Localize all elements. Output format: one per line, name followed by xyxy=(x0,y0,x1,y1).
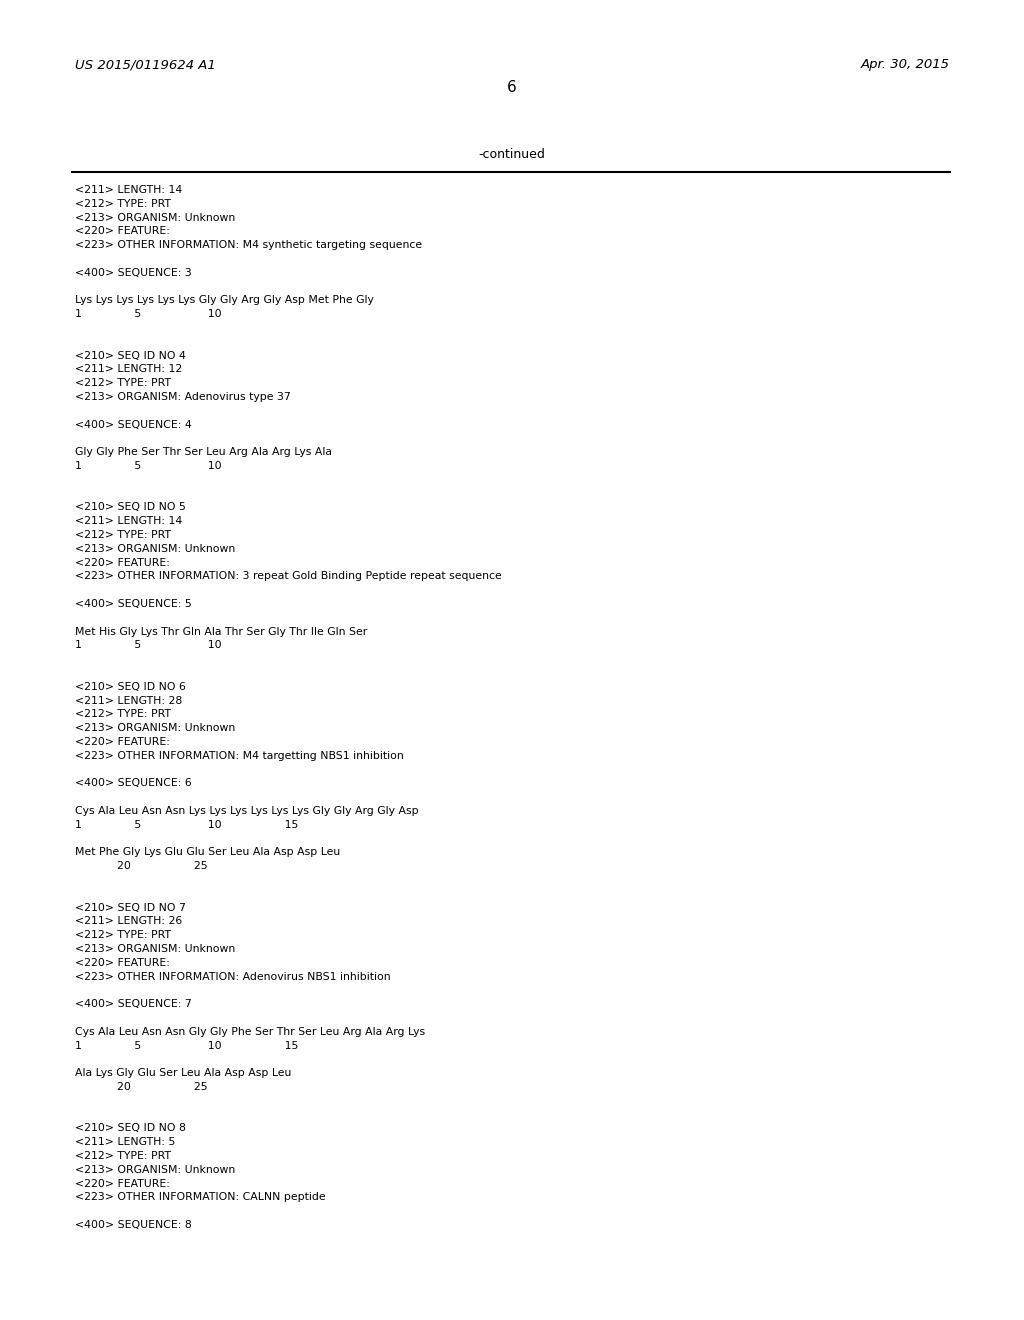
Text: <211> LENGTH: 14: <211> LENGTH: 14 xyxy=(75,185,182,195)
Text: <400> SEQUENCE: 7: <400> SEQUENCE: 7 xyxy=(75,999,191,1010)
Text: <400> SEQUENCE: 4: <400> SEQUENCE: 4 xyxy=(75,420,191,429)
Text: 1               5                   10                  15: 1 5 10 15 xyxy=(75,1040,298,1051)
Text: 20                  25: 20 25 xyxy=(75,861,208,871)
Text: <220> FEATURE:: <220> FEATURE: xyxy=(75,1179,170,1188)
Text: Apr. 30, 2015: Apr. 30, 2015 xyxy=(861,58,950,71)
Text: <223> OTHER INFORMATION: M4 targetting NBS1 inhibition: <223> OTHER INFORMATION: M4 targetting N… xyxy=(75,751,403,760)
Text: 1               5                   10                  15: 1 5 10 15 xyxy=(75,820,298,830)
Text: <210> SEQ ID NO 7: <210> SEQ ID NO 7 xyxy=(75,903,186,912)
Text: <400> SEQUENCE: 3: <400> SEQUENCE: 3 xyxy=(75,268,191,277)
Text: <212> TYPE: PRT: <212> TYPE: PRT xyxy=(75,199,171,209)
Text: <211> LENGTH: 28: <211> LENGTH: 28 xyxy=(75,696,182,706)
Text: <210> SEQ ID NO 5: <210> SEQ ID NO 5 xyxy=(75,503,186,512)
Text: <212> TYPE: PRT: <212> TYPE: PRT xyxy=(75,931,171,940)
Text: <211> LENGTH: 26: <211> LENGTH: 26 xyxy=(75,916,182,927)
Text: <212> TYPE: PRT: <212> TYPE: PRT xyxy=(75,1151,171,1162)
Text: <213> ORGANISM: Adenovirus type 37: <213> ORGANISM: Adenovirus type 37 xyxy=(75,392,291,403)
Text: <210> SEQ ID NO 4: <210> SEQ ID NO 4 xyxy=(75,351,186,360)
Text: <223> OTHER INFORMATION: Adenovirus NBS1 inhibition: <223> OTHER INFORMATION: Adenovirus NBS1… xyxy=(75,972,390,982)
Text: <212> TYPE: PRT: <212> TYPE: PRT xyxy=(75,709,171,719)
Text: <220> FEATURE:: <220> FEATURE: xyxy=(75,227,170,236)
Text: <220> FEATURE:: <220> FEATURE: xyxy=(75,557,170,568)
Text: Cys Ala Leu Asn Asn Gly Gly Phe Ser Thr Ser Leu Arg Ala Arg Lys: Cys Ala Leu Asn Asn Gly Gly Phe Ser Thr … xyxy=(75,1027,425,1036)
Text: <223> OTHER INFORMATION: M4 synthetic targeting sequence: <223> OTHER INFORMATION: M4 synthetic ta… xyxy=(75,240,422,251)
Text: <213> ORGANISM: Unknown: <213> ORGANISM: Unknown xyxy=(75,1164,236,1175)
Text: <211> LENGTH: 5: <211> LENGTH: 5 xyxy=(75,1138,175,1147)
Text: <220> FEATURE:: <220> FEATURE: xyxy=(75,737,170,747)
Text: <220> FEATURE:: <220> FEATURE: xyxy=(75,958,170,968)
Text: <213> ORGANISM: Unknown: <213> ORGANISM: Unknown xyxy=(75,723,236,733)
Text: Met Phe Gly Lys Glu Glu Ser Leu Ala Asp Asp Leu: Met Phe Gly Lys Glu Glu Ser Leu Ala Asp … xyxy=(75,847,340,858)
Text: <212> TYPE: PRT: <212> TYPE: PRT xyxy=(75,379,171,388)
Text: <213> ORGANISM: Unknown: <213> ORGANISM: Unknown xyxy=(75,213,236,223)
Text: Cys Ala Leu Asn Asn Lys Lys Lys Lys Lys Lys Gly Gly Arg Gly Asp: Cys Ala Leu Asn Asn Lys Lys Lys Lys Lys … xyxy=(75,807,419,816)
Text: Gly Gly Phe Ser Thr Ser Leu Arg Ala Arg Lys Ala: Gly Gly Phe Ser Thr Ser Leu Arg Ala Arg … xyxy=(75,447,332,457)
Text: Lys Lys Lys Lys Lys Lys Gly Gly Arg Gly Asp Met Phe Gly: Lys Lys Lys Lys Lys Lys Gly Gly Arg Gly … xyxy=(75,296,374,305)
Text: -continued: -continued xyxy=(478,148,546,161)
Text: <223> OTHER INFORMATION: CALNN peptide: <223> OTHER INFORMATION: CALNN peptide xyxy=(75,1192,326,1203)
Text: <400> SEQUENCE: 5: <400> SEQUENCE: 5 xyxy=(75,599,191,609)
Text: 1               5                   10: 1 5 10 xyxy=(75,640,221,651)
Text: US 2015/0119624 A1: US 2015/0119624 A1 xyxy=(75,58,216,71)
Text: 1               5                   10: 1 5 10 xyxy=(75,461,221,471)
Text: <210> SEQ ID NO 6: <210> SEQ ID NO 6 xyxy=(75,682,186,692)
Text: <211> LENGTH: 14: <211> LENGTH: 14 xyxy=(75,516,182,527)
Text: Ala Lys Gly Glu Ser Leu Ala Asp Asp Leu: Ala Lys Gly Glu Ser Leu Ala Asp Asp Leu xyxy=(75,1068,292,1078)
Text: <211> LENGTH: 12: <211> LENGTH: 12 xyxy=(75,364,182,375)
Text: <212> TYPE: PRT: <212> TYPE: PRT xyxy=(75,531,171,540)
Text: <213> ORGANISM: Unknown: <213> ORGANISM: Unknown xyxy=(75,544,236,554)
Text: <400> SEQUENCE: 8: <400> SEQUENCE: 8 xyxy=(75,1220,191,1230)
Text: <223> OTHER INFORMATION: 3 repeat Gold Binding Peptide repeat sequence: <223> OTHER INFORMATION: 3 repeat Gold B… xyxy=(75,572,502,581)
Text: Met His Gly Lys Thr Gln Ala Thr Ser Gly Thr Ile Gln Ser: Met His Gly Lys Thr Gln Ala Thr Ser Gly … xyxy=(75,627,368,636)
Text: 1               5                   10: 1 5 10 xyxy=(75,309,221,319)
Text: 6: 6 xyxy=(507,81,517,95)
Text: <213> ORGANISM: Unknown: <213> ORGANISM: Unknown xyxy=(75,944,236,954)
Text: <210> SEQ ID NO 8: <210> SEQ ID NO 8 xyxy=(75,1123,186,1134)
Text: <400> SEQUENCE: 6: <400> SEQUENCE: 6 xyxy=(75,779,191,788)
Text: 20                  25: 20 25 xyxy=(75,1082,208,1092)
